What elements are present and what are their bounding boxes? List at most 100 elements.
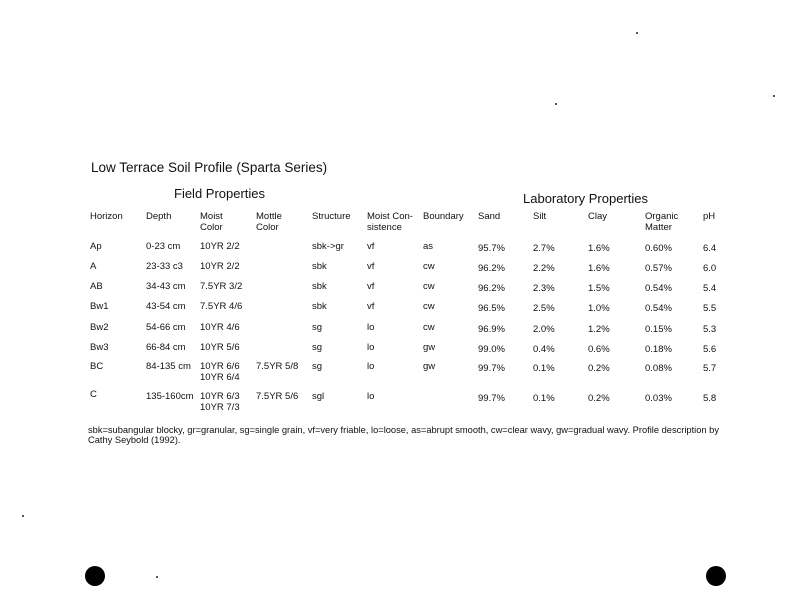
table-cell: 2.0%	[533, 324, 555, 335]
table-cell: 5.3	[703, 324, 717, 335]
table-cell: lo	[367, 342, 375, 353]
table-cell: 5.7	[703, 363, 717, 374]
column-header: Moist Con- sistence	[367, 211, 413, 233]
table-cell: 5.6	[703, 344, 717, 355]
table-cell: 95.7%	[478, 243, 505, 254]
scan-speck	[773, 95, 775, 97]
table-cell: C	[90, 389, 97, 400]
table-cell: 99.0%	[478, 344, 505, 355]
table-cell: 2.5%	[533, 303, 555, 314]
table-cell: 23-33 c3	[146, 261, 183, 272]
scan-speck	[22, 515, 24, 517]
column-header: Silt	[533, 211, 547, 222]
column-header: Depth	[146, 211, 172, 222]
table-cell: cw	[423, 261, 435, 272]
table-cell: 10YR 5/6	[200, 342, 240, 353]
table-cell: 43-54 cm	[146, 301, 186, 312]
table-cell: 7.5YR 5/8	[256, 361, 299, 372]
table-cell: 96.2%	[478, 263, 505, 274]
table-cell: Bw2	[90, 322, 109, 333]
table-cell: sbk	[312, 261, 327, 272]
table-cell: 6.4	[703, 243, 717, 254]
table-cell: 2.7%	[533, 243, 555, 254]
table-cell: 1.2%	[588, 324, 610, 335]
table-cell: 10YR 6/3 10YR 7/3	[200, 391, 240, 413]
table-cell: 0.15%	[645, 324, 672, 335]
table-cell: lo	[367, 391, 375, 402]
table-cell: 0.54%	[645, 303, 672, 314]
table-cell: 99.7%	[478, 363, 505, 374]
table-cell: 135-160cm	[146, 391, 194, 402]
table-cell: 0.4%	[533, 344, 555, 355]
table-cell: cw	[423, 322, 435, 333]
table-cell: 0.57%	[645, 263, 672, 274]
table-cell: 0.6%	[588, 344, 610, 355]
table-cell: 7.5YR 4/6	[200, 301, 243, 312]
table-cell: 10YR 2/2	[200, 241, 240, 252]
table-cell: 0.18%	[645, 344, 672, 355]
table-cell: lo	[367, 322, 375, 333]
table-cell: A	[90, 261, 97, 272]
table-cell: 10YR 4/6	[200, 322, 240, 333]
column-header: Mottle Color	[256, 211, 282, 233]
table-cell: cw	[423, 281, 435, 292]
table-cell: 2.2%	[533, 263, 555, 274]
table-cell: 10YR 2/2	[200, 261, 240, 272]
table-cell: 66-84 cm	[146, 342, 186, 353]
table-cell: vf	[367, 281, 375, 292]
laboratory-properties-heading: Laboratory Properties	[523, 191, 649, 206]
table-cell: sg	[312, 322, 323, 333]
punch-hole-right	[706, 566, 726, 586]
table-cell: gw	[423, 342, 436, 353]
table-cell: cw	[423, 301, 435, 312]
table-cell: AB	[90, 281, 103, 292]
table-cell: 5.5	[703, 303, 717, 314]
table-cell: vf	[367, 301, 375, 312]
table-cell: gw	[423, 361, 436, 372]
table-cell: sbk->gr	[312, 241, 344, 252]
table-cell: 1.6%	[588, 263, 610, 274]
table-cell: sgl	[312, 391, 325, 402]
table-cell: 1.6%	[588, 243, 610, 254]
table-cell: 5.8	[703, 393, 717, 404]
punch-hole-left	[85, 566, 105, 586]
table-cell: vf	[367, 241, 375, 252]
table-cell: BC	[90, 361, 104, 372]
table-cell: 99.7%	[478, 393, 505, 404]
column-header: Boundary	[423, 211, 464, 222]
table-cell: as	[423, 241, 434, 252]
column-header: Horizon	[90, 211, 123, 222]
table-cell: Ap	[90, 241, 102, 252]
table-cell: 6.0	[703, 263, 717, 274]
column-header: pH	[703, 211, 716, 222]
field-properties-heading: Field Properties	[174, 186, 266, 201]
column-header: Clay	[588, 211, 608, 222]
table-cell: 0.54%	[645, 283, 672, 294]
document-title: Low Terrace Soil Profile (Sparta Series)	[91, 160, 328, 175]
column-header: Moist Color	[200, 211, 223, 233]
table-cell: 54-66 cm	[146, 322, 186, 333]
table-cell: sbk	[312, 301, 327, 312]
table-cell: lo	[367, 361, 375, 372]
table-cell: 0.08%	[645, 363, 672, 374]
table-cell: 0.03%	[645, 393, 672, 404]
scan-speck	[156, 576, 158, 578]
table-cell: 0.1%	[533, 393, 555, 404]
table-cell: 0.2%	[588, 363, 610, 374]
table-cell: sbk	[312, 281, 327, 292]
table-cell: 96.5%	[478, 303, 505, 314]
table-cell: 0-23 cm	[146, 241, 181, 252]
table-cell: sg	[312, 361, 323, 372]
table-cell: 0.2%	[588, 393, 610, 404]
table-cell: 5.4	[703, 283, 717, 294]
table-cell: Bw3	[90, 342, 109, 353]
table-cell: 96.9%	[478, 324, 505, 335]
table-cell: 84-135 cm	[146, 361, 191, 372]
table-cell: 34-43 cm	[146, 281, 186, 292]
table-cell: 2.3%	[533, 283, 555, 294]
table-cell: 10YR 6/6 10YR 6/4	[200, 361, 240, 383]
column-header: Sand	[478, 211, 501, 222]
table-cell: vf	[367, 261, 375, 272]
table-cell: 7.5YR 3/2	[200, 281, 243, 292]
table-cell: 7.5YR 5/6	[256, 391, 299, 402]
